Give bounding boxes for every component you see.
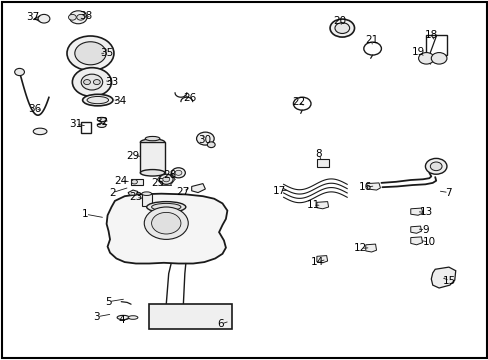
- Bar: [81, 122, 91, 133]
- Polygon shape: [316, 256, 327, 263]
- Circle shape: [159, 174, 173, 184]
- Text: 37: 37: [26, 12, 40, 22]
- Circle shape: [67, 36, 114, 71]
- Text: 30: 30: [198, 135, 210, 145]
- Circle shape: [38, 14, 50, 23]
- Circle shape: [429, 162, 441, 171]
- Circle shape: [69, 11, 87, 24]
- Text: 22: 22: [292, 96, 305, 107]
- Text: 31: 31: [69, 119, 82, 129]
- Polygon shape: [316, 202, 328, 209]
- Text: 9: 9: [421, 225, 428, 235]
- Text: 29: 29: [126, 150, 140, 161]
- Text: 23: 23: [129, 192, 142, 202]
- Polygon shape: [366, 183, 380, 190]
- Polygon shape: [410, 208, 422, 215]
- Bar: [426, 35, 446, 55]
- Ellipse shape: [82, 94, 113, 106]
- Circle shape: [196, 132, 214, 145]
- Circle shape: [144, 207, 188, 239]
- Polygon shape: [128, 190, 138, 195]
- Text: 16: 16: [358, 182, 372, 192]
- Polygon shape: [430, 267, 455, 288]
- Ellipse shape: [33, 128, 47, 135]
- Circle shape: [430, 53, 446, 64]
- Polygon shape: [365, 244, 376, 252]
- Circle shape: [75, 42, 106, 65]
- Circle shape: [15, 68, 24, 76]
- Text: 8: 8: [315, 149, 322, 159]
- Ellipse shape: [97, 123, 106, 127]
- Circle shape: [418, 53, 433, 64]
- Circle shape: [207, 142, 215, 148]
- Text: 36: 36: [28, 104, 42, 114]
- Text: 17: 17: [272, 186, 286, 196]
- Text: 18: 18: [424, 30, 437, 40]
- Circle shape: [425, 158, 446, 174]
- Text: 20: 20: [333, 16, 346, 26]
- Polygon shape: [410, 237, 422, 245]
- Text: 34: 34: [113, 96, 126, 106]
- Text: 1: 1: [82, 209, 89, 219]
- Ellipse shape: [140, 170, 164, 176]
- Text: 27: 27: [176, 186, 190, 197]
- Polygon shape: [410, 226, 421, 233]
- Text: 32: 32: [95, 117, 108, 127]
- Text: 4: 4: [118, 315, 124, 325]
- Text: 11: 11: [305, 200, 319, 210]
- Ellipse shape: [142, 192, 151, 195]
- Polygon shape: [106, 194, 227, 264]
- Bar: [149, 304, 232, 329]
- Text: 24: 24: [114, 176, 128, 186]
- Text: 6: 6: [217, 319, 224, 329]
- Bar: [131, 179, 143, 185]
- Bar: [316, 159, 328, 167]
- Text: 5: 5: [105, 297, 112, 307]
- Circle shape: [151, 212, 181, 234]
- Text: 26: 26: [183, 93, 196, 103]
- Ellipse shape: [151, 203, 181, 211]
- Ellipse shape: [97, 117, 106, 122]
- Circle shape: [83, 80, 90, 85]
- Bar: [140, 142, 164, 173]
- Circle shape: [131, 180, 137, 184]
- Text: 38: 38: [79, 11, 92, 21]
- Text: 15: 15: [442, 276, 456, 286]
- Text: 7: 7: [445, 188, 451, 198]
- Text: 12: 12: [353, 243, 367, 253]
- Text: 33: 33: [104, 77, 118, 87]
- Circle shape: [171, 168, 185, 178]
- Polygon shape: [191, 184, 205, 193]
- Circle shape: [68, 14, 76, 20]
- Circle shape: [329, 19, 354, 37]
- Circle shape: [77, 14, 84, 20]
- Ellipse shape: [128, 316, 138, 319]
- Text: 21: 21: [364, 35, 378, 45]
- Ellipse shape: [87, 96, 108, 104]
- Bar: [142, 194, 151, 206]
- Ellipse shape: [117, 315, 129, 320]
- Text: 28: 28: [163, 170, 177, 180]
- Text: 14: 14: [310, 257, 324, 267]
- Text: 10: 10: [422, 237, 435, 247]
- Ellipse shape: [145, 136, 160, 141]
- Text: 2: 2: [109, 188, 116, 198]
- Ellipse shape: [146, 202, 185, 212]
- Circle shape: [334, 23, 349, 33]
- Text: 3: 3: [93, 312, 100, 322]
- Circle shape: [93, 80, 100, 85]
- Text: 19: 19: [411, 47, 425, 57]
- Ellipse shape: [140, 139, 164, 145]
- Circle shape: [163, 177, 169, 182]
- Circle shape: [175, 170, 182, 175]
- Text: 25: 25: [150, 178, 164, 188]
- Text: 35: 35: [100, 48, 113, 58]
- Text: 13: 13: [419, 207, 432, 217]
- Circle shape: [72, 68, 111, 96]
- Circle shape: [81, 74, 102, 90]
